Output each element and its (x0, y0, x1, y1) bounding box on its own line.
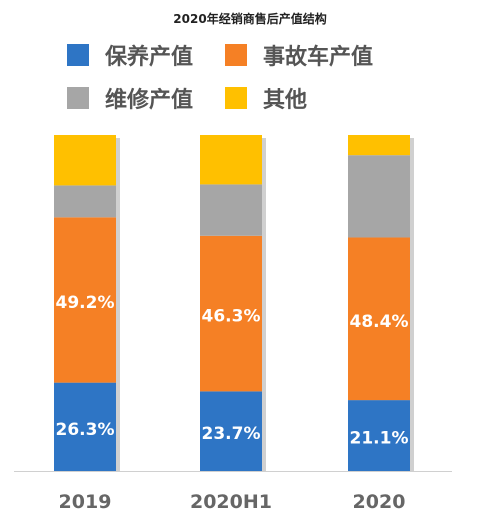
legend-item-other: 其他 (225, 83, 307, 113)
bar-segment (200, 184, 262, 236)
bar-segment (348, 237, 410, 401)
data-label: 23.7% (202, 424, 261, 444)
bar-segment (200, 235, 262, 392)
legend-swatch-other (225, 87, 247, 109)
legend-label-accident: 事故车产值 (263, 45, 374, 70)
legend-item-accident: 事故车产值 (225, 40, 373, 70)
legend-item-maintenance: 保养产值 (67, 40, 193, 70)
bar-shadow (262, 138, 266, 471)
bar-segment (348, 155, 410, 238)
bar-shadow (116, 138, 120, 471)
data-label: 48.4% (350, 312, 409, 332)
x-tick-label: 2020 (353, 491, 406, 513)
bar-segment (348, 400, 410, 471)
legend-label-other: 其他 (263, 88, 308, 113)
legend-item-repair: 维修产值 (67, 83, 193, 113)
legend-swatch-repair (67, 87, 89, 109)
legend-label-repair: 维修产值 (105, 88, 194, 113)
legend-swatch-maintenance (67, 44, 89, 66)
bars-group: 26.3% 49.2% 23.7% 46.3% 21.1% 48.4% (54, 135, 414, 471)
bar-segment (54, 382, 116, 471)
bar-segment (54, 217, 116, 383)
data-label: 49.2% (56, 293, 115, 313)
legend-swatch-accident (225, 44, 247, 66)
bar-segment (54, 185, 116, 218)
bar-segment (200, 135, 262, 185)
data-label: 21.1% (350, 429, 409, 449)
bar-segment (200, 391, 262, 471)
data-label: 26.3% (56, 420, 115, 440)
bar-shadow (410, 138, 414, 471)
data-label: 46.3% (202, 307, 261, 327)
x-tick-label: 2020H1 (190, 491, 272, 513)
bar-segment (54, 135, 116, 186)
bar-segment (348, 135, 410, 156)
legend-label-maintenance: 保养产值 (105, 45, 194, 70)
x-tick-labels: 2019 2020H1 2020 (59, 491, 406, 513)
chart-title: 2020年经销商售后产值结构 (173, 12, 327, 26)
x-tick-label: 2019 (59, 491, 112, 513)
